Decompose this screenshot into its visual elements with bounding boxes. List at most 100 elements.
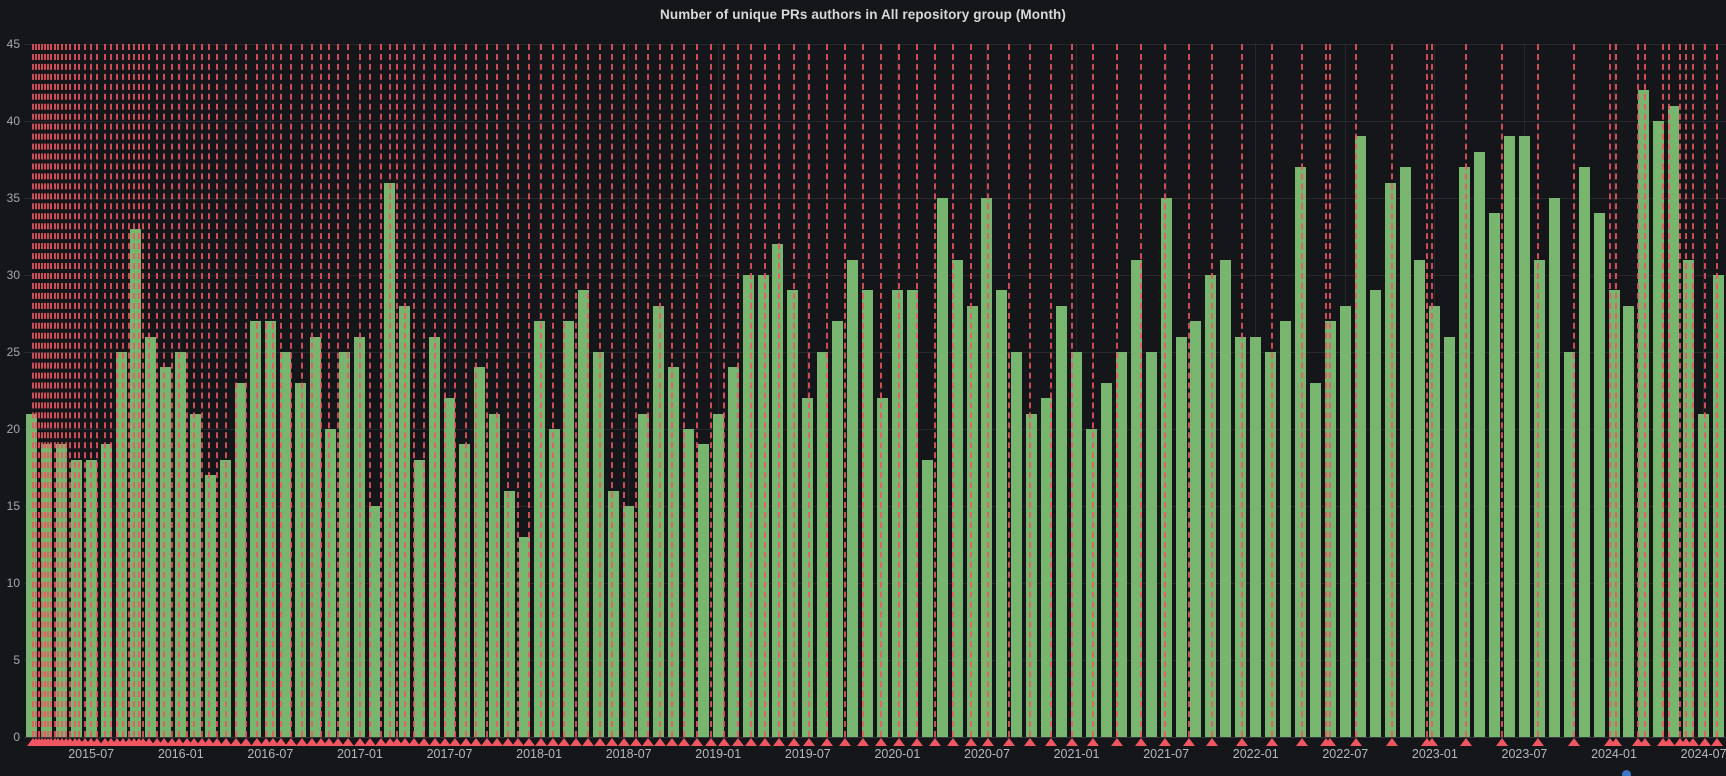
bar[interactable] [1608, 290, 1620, 737]
annotation-marker-icon[interactable] [374, 738, 387, 746]
bar[interactable] [1115, 352, 1127, 737]
annotation-marker-icon[interactable] [364, 738, 377, 746]
bar[interactable] [802, 398, 814, 737]
annotation-marker-icon[interactable] [143, 738, 156, 746]
annotation-marker-icon[interactable] [306, 738, 319, 746]
bar[interactable] [638, 413, 650, 737]
annotation-marker-icon[interactable] [188, 738, 201, 746]
annotation-marker-icon[interactable] [383, 738, 396, 746]
bar[interactable] [264, 321, 276, 737]
annotation-marker-icon[interactable] [731, 738, 744, 746]
bar[interactable] [1309, 382, 1321, 737]
bar[interactable] [1175, 336, 1187, 737]
annotation-marker-icon[interactable] [353, 738, 366, 746]
annotation-marker-icon[interactable] [1182, 738, 1195, 746]
annotation-marker-icon[interactable] [821, 738, 834, 746]
annotation-marker-icon[interactable] [315, 738, 328, 746]
bar[interactable] [1533, 259, 1545, 737]
annotation-marker-icon[interactable] [803, 738, 816, 746]
bar[interactable] [906, 290, 918, 737]
bar[interactable] [608, 490, 620, 737]
bar[interactable] [324, 429, 336, 737]
bar[interactable] [936, 198, 948, 737]
bar[interactable] [533, 321, 545, 737]
annotation-marker-icon[interactable] [718, 738, 731, 746]
annotation-marker-icon[interactable] [1663, 738, 1676, 746]
annotation-marker-icon[interactable] [1349, 738, 1362, 746]
annotation-marker-icon[interactable] [691, 738, 704, 746]
annotation-marker-icon[interactable] [874, 738, 887, 746]
annotation-marker-icon[interactable] [982, 738, 995, 746]
bar[interactable] [1518, 136, 1530, 737]
bar[interactable] [160, 367, 172, 737]
annotation-marker-icon[interactable] [546, 738, 559, 746]
bar[interactable] [1563, 352, 1575, 737]
bar[interactable] [1041, 398, 1053, 737]
bar[interactable] [1145, 352, 1157, 737]
annotation-marker-icon[interactable] [1631, 738, 1644, 746]
bar[interactable] [1250, 336, 1262, 737]
bar[interactable] [667, 367, 679, 737]
bar[interactable] [1489, 213, 1501, 737]
bar[interactable] [891, 290, 903, 737]
annotation-marker-icon[interactable] [295, 738, 308, 746]
annotation-marker-icon[interactable] [1045, 738, 1058, 746]
annotation-marker-icon[interactable] [773, 738, 786, 746]
annotation-marker-icon[interactable] [928, 738, 941, 746]
annotation-marker-icon[interactable] [150, 738, 163, 746]
bar[interactable] [444, 398, 455, 737]
annotation-marker-icon[interactable] [449, 738, 462, 746]
bar[interactable] [682, 429, 694, 737]
bar[interactable] [1130, 259, 1142, 737]
annotation-marker-icon[interactable] [480, 738, 493, 746]
annotation-marker-icon[interactable] [267, 738, 280, 746]
annotation-marker-icon[interactable] [1460, 738, 1473, 746]
annotation-marker-icon[interactable] [1609, 738, 1622, 746]
bar[interactable] [1459, 167, 1471, 737]
bar[interactable] [1504, 136, 1516, 737]
bar[interactable] [1339, 305, 1351, 737]
annotation-marker-icon[interactable] [1134, 738, 1147, 746]
annotation-marker-icon[interactable] [910, 738, 923, 746]
annotation-marker-icon[interactable] [512, 738, 525, 746]
annotation-marker-icon[interactable] [1567, 738, 1580, 746]
bar[interactable] [1026, 413, 1038, 737]
annotation-marker-icon[interactable] [1324, 738, 1337, 746]
annotation-marker-icon[interactable] [630, 738, 643, 746]
bar[interactable] [473, 367, 485, 737]
bar[interactable] [847, 259, 859, 737]
annotation-marker-icon[interactable] [210, 738, 223, 746]
annotation-marker-icon[interactable] [946, 738, 959, 746]
annotation-marker-icon[interactable] [558, 738, 571, 746]
bar[interactable] [1548, 198, 1560, 737]
annotation-marker-icon[interactable] [418, 738, 431, 746]
bar[interactable] [1623, 305, 1635, 737]
bar[interactable] [1190, 321, 1202, 737]
bar[interactable] [1071, 352, 1083, 737]
annotation-marker-icon[interactable] [839, 738, 852, 746]
annotation-marker-icon[interactable] [1086, 738, 1099, 746]
bar[interactable] [921, 459, 933, 737]
annotation-marker-icon[interactable] [1385, 738, 1398, 746]
bar[interactable] [1399, 167, 1411, 737]
annotation-marker-icon[interactable] [1679, 738, 1692, 746]
annotation-marker-icon[interactable] [1158, 738, 1171, 746]
annotation-marker-icon[interactable] [522, 738, 535, 746]
annotation-marker-icon[interactable] [285, 738, 298, 746]
annotation-marker-icon[interactable] [398, 738, 411, 746]
bar[interactable] [1011, 352, 1023, 737]
bar[interactable] [1638, 90, 1650, 737]
bar[interactable] [130, 228, 142, 737]
bar[interactable] [1653, 121, 1665, 737]
annotation-marker-icon[interactable] [582, 738, 595, 746]
annotation-marker-icon[interactable] [1425, 738, 1438, 746]
bar[interactable] [817, 352, 829, 737]
bar[interactable] [414, 459, 426, 737]
bar[interactable] [996, 290, 1008, 737]
bar[interactable] [1578, 167, 1590, 737]
bar[interactable] [369, 506, 381, 737]
annotation-marker-icon[interactable] [173, 738, 186, 746]
bar[interactable] [757, 275, 769, 737]
annotation-marker-icon[interactable] [1531, 738, 1544, 746]
annotation-marker-icon[interactable] [501, 738, 514, 746]
